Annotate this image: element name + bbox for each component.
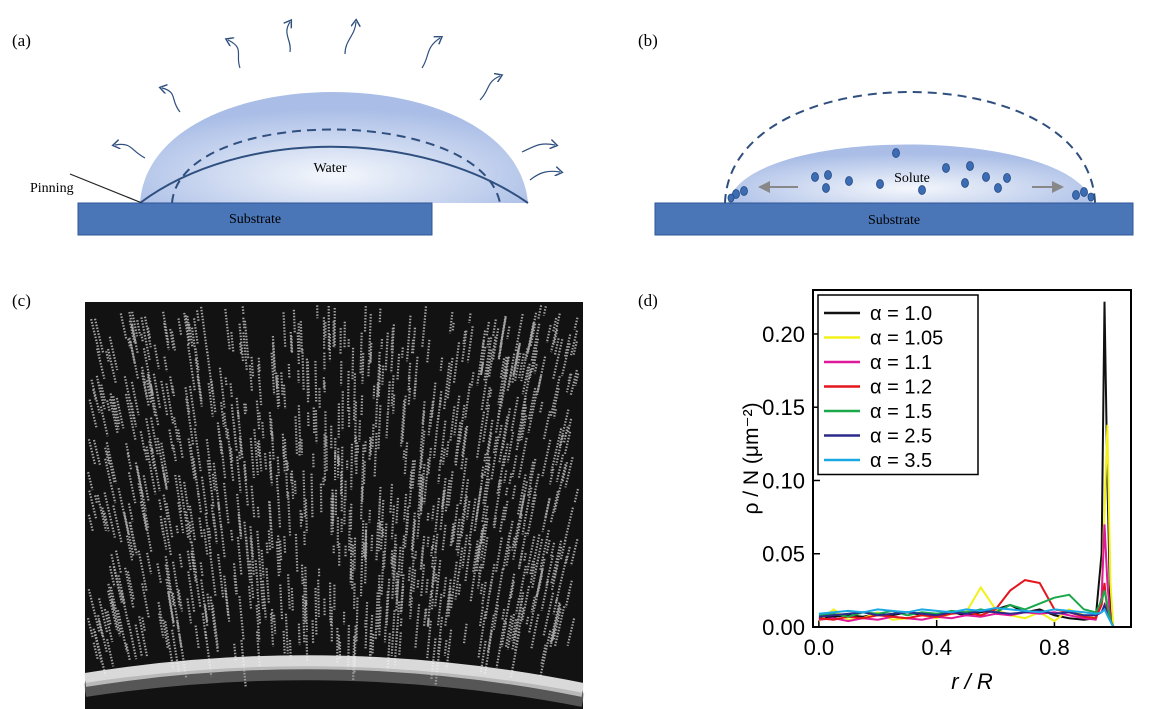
chart: 0.00 0.05 0.10 0.15 0.20 0.0 0.4 0.8 r / R ρ / N … [740, 289, 1132, 694]
y-axis-label: ρ / N (μm⁻²) [740, 402, 763, 514]
y-tick-label: 0.00 [762, 615, 805, 640]
x-axis-label: r / R [951, 669, 993, 694]
legend-label: α = 1.0 [870, 303, 932, 325]
panel-label: (b) [638, 31, 658, 50]
deposit-ring [83, 655, 585, 697]
plot-frame [812, 289, 1132, 628]
panel-label: (a) [12, 31, 31, 50]
particle-streaks [86, 305, 580, 689]
deposit-glow [83, 666, 585, 707]
legend-label: α = 1.05 [870, 328, 943, 350]
x-tick-label: 0.0 [804, 635, 835, 660]
micrograph [83, 302, 585, 709]
diagram-b [654, 91, 1134, 236]
legend-label: α = 1.2 [870, 377, 932, 399]
y-tick-label: 0.05 [762, 542, 805, 567]
annotation: Water [313, 161, 346, 176]
y-tick-label: 0.10 [762, 468, 805, 493]
y-tick-label: 0.20 [762, 322, 805, 347]
legend-label: α = 1.5 [870, 401, 932, 423]
y-tick-label: 0.15 [762, 395, 805, 420]
series-line [818, 579, 1115, 628]
x-tick-label: 0.8 [1039, 635, 1070, 660]
series-line [818, 606, 1115, 628]
annotation: Substrate [868, 213, 920, 228]
annotation: Pinning [30, 181, 74, 196]
annotation: Solute [894, 171, 930, 186]
legend-label: α = 2.5 [870, 426, 932, 448]
legend-label: α = 3.5 [870, 450, 932, 472]
panel-label: (d) [638, 291, 658, 310]
legend-label: α = 1.1 [870, 352, 932, 374]
legend-box [817, 294, 979, 476]
diagram-a [69, 22, 560, 236]
x-tick-label: 0.4 [921, 635, 952, 660]
annotation: Substrate [229, 212, 281, 227]
panel-label: (c) [12, 291, 31, 310]
